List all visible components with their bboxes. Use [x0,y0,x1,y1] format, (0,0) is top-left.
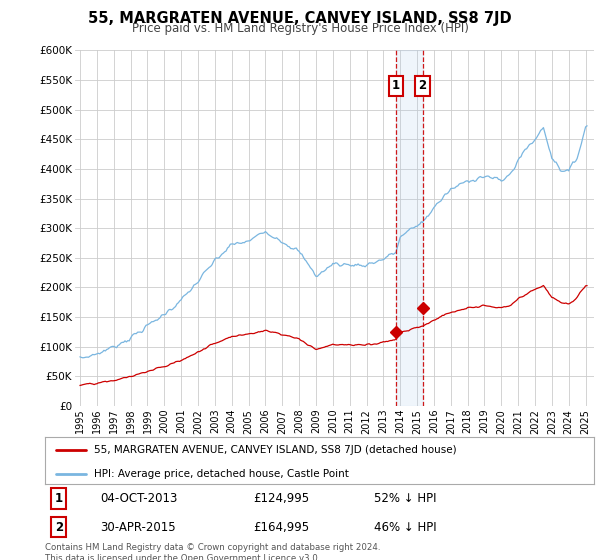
Text: £124,995: £124,995 [254,492,310,505]
Bar [396,50,422,406]
Text: 04-OCT-2013: 04-OCT-2013 [100,492,177,505]
Text: 1: 1 [392,80,400,92]
Text: 52% ↓ HPI: 52% ↓ HPI [374,492,437,505]
Text: 2: 2 [419,80,427,92]
Text: 1: 1 [55,492,63,505]
Text: £164,995: £164,995 [254,521,310,534]
Text: 46% ↓ HPI: 46% ↓ HPI [374,521,437,534]
Text: HPI: Average price, detached house, Castle Point: HPI: Average price, detached house, Cast… [94,469,349,479]
Text: Contains HM Land Registry data © Crown copyright and database right 2024.
This d: Contains HM Land Registry data © Crown c… [45,543,380,560]
Text: 55, MARGRATEN AVENUE, CANVEY ISLAND, SS8 7JD (detached house): 55, MARGRATEN AVENUE, CANVEY ISLAND, SS8… [94,445,457,455]
Text: 30-APR-2015: 30-APR-2015 [100,521,176,534]
Text: Price paid vs. HM Land Registry's House Price Index (HPI): Price paid vs. HM Land Registry's House … [131,22,469,35]
Text: 2: 2 [55,521,63,534]
Text: 55, MARGRATEN AVENUE, CANVEY ISLAND, SS8 7JD: 55, MARGRATEN AVENUE, CANVEY ISLAND, SS8… [88,11,512,26]
